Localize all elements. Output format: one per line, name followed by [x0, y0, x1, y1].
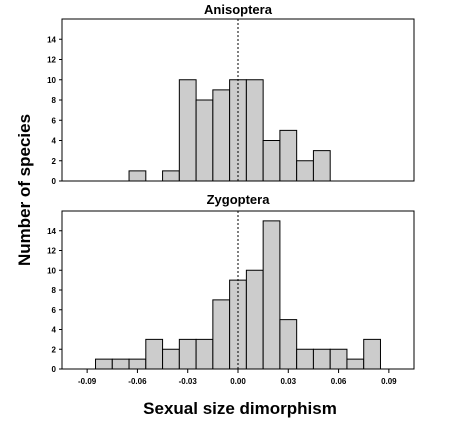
- histogram-bar: [145, 338, 164, 370]
- x-tick-label: 0.00: [230, 377, 246, 386]
- histogram-bar: [279, 319, 298, 370]
- histogram-bar: [195, 99, 214, 182]
- y-tick-label: 0: [52, 177, 57, 186]
- histogram-bar: [279, 129, 298, 182]
- x-tick-label: 0.06: [331, 377, 347, 386]
- y-tick-label: 14: [47, 35, 56, 44]
- panel-title: Anisoptera: [204, 2, 273, 17]
- histogram-bar: [296, 348, 314, 370]
- y-tick-label: 4: [52, 137, 57, 146]
- y-tick-label: 6: [52, 116, 57, 125]
- x-tick-label: -0.09: [78, 377, 97, 386]
- histogram-bar: [95, 358, 113, 370]
- histogram-bar: [195, 338, 214, 370]
- x-axis-title: Sexual size dimorphism: [143, 399, 337, 418]
- histogram-bar: [128, 358, 147, 370]
- panel-title: Zygoptera: [207, 192, 271, 207]
- histogram-bar: [262, 140, 281, 182]
- y-tick-label: 8: [52, 96, 57, 105]
- histogram-bar: [212, 299, 231, 370]
- histogram-bar: [178, 338, 197, 370]
- histogram-bar: [363, 338, 381, 370]
- y-axis-title: Number of species: [15, 114, 34, 266]
- x-tick-label: 0.09: [381, 377, 397, 386]
- histogram-bar: [212, 89, 231, 182]
- histogram-bar: [178, 79, 197, 182]
- histogram-bar: [329, 348, 348, 370]
- y-tick-label: 4: [52, 326, 57, 335]
- histogram-bar: [296, 160, 314, 182]
- y-tick-label: 2: [52, 157, 57, 166]
- y-tick-label: 6: [52, 306, 57, 315]
- histogram-bar: [245, 269, 264, 370]
- histogram-bar: [245, 79, 264, 182]
- histogram-bar: [162, 348, 180, 370]
- y-tick-label: 14: [47, 227, 56, 236]
- histogram-bar: [128, 170, 147, 182]
- y-tick-label: 0: [52, 365, 57, 374]
- histogram-bar: [162, 170, 180, 182]
- histogram-bar: [346, 358, 365, 370]
- x-tick-label: -0.06: [128, 377, 147, 386]
- y-tick-label: 2: [52, 345, 57, 354]
- y-tick-label: 12: [47, 247, 56, 256]
- histogram-bar: [312, 150, 331, 182]
- histogram-bar: [262, 220, 281, 370]
- histogram-bar: [111, 358, 130, 370]
- x-tick-label: -0.03: [179, 377, 198, 386]
- histogram-bar: [312, 348, 331, 370]
- y-tick-label: 10: [47, 76, 56, 85]
- y-tick-label: 8: [52, 286, 57, 295]
- x-tick-label: 0.03: [280, 377, 296, 386]
- histogram-bar: [229, 79, 247, 182]
- y-tick-label: 10: [47, 266, 56, 275]
- y-tick-label: 12: [47, 56, 56, 65]
